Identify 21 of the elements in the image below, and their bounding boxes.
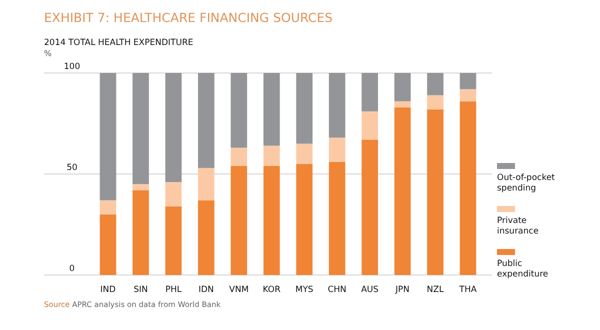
x-tick-label: AUS xyxy=(361,285,379,295)
x-tick-label: MYS xyxy=(295,285,314,295)
x-tick-label: IDN xyxy=(198,285,214,295)
x-tick-label: NZL xyxy=(426,285,444,295)
y-tick-label: 0 xyxy=(69,264,75,274)
y-tick-label: 100 xyxy=(64,62,80,72)
x-tick-label: KOR xyxy=(262,285,281,295)
x-tick-label: IND xyxy=(100,285,116,295)
chart-subtitle: 2014 TOTAL HEALTH EXPENDITURE xyxy=(44,38,194,48)
y-axis-title: % xyxy=(44,49,52,58)
x-tick-label: VNM xyxy=(229,285,249,295)
legend-label: Public expenditure xyxy=(497,259,548,280)
x-tick-label: SIN xyxy=(134,285,148,295)
x-tick-label: THA xyxy=(458,285,477,295)
x-tick-label: CHN xyxy=(328,285,346,295)
chart-title: EXHIBIT 7: HEALTHCARE FINANCING SOURCES xyxy=(44,10,333,25)
x-tick-label: JPN xyxy=(394,285,410,295)
legend-label: Out-of-pocket spending xyxy=(497,173,556,194)
y-tick-label: 50 xyxy=(66,163,78,173)
legend-label: Private insurance xyxy=(497,216,539,236)
x-tick-label: PHL xyxy=(165,285,182,295)
